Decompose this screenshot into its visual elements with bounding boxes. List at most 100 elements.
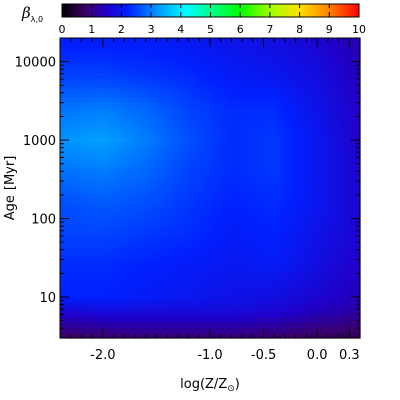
heatmap-cell: [325, 318, 331, 324]
heatmap-cell: [135, 133, 141, 139]
heatmap-cell: [175, 168, 181, 174]
heatmap-cell: [105, 208, 111, 214]
heatmap-cell: [185, 53, 191, 59]
heatmap-cell: [355, 193, 361, 199]
heatmap-cell: [140, 193, 146, 199]
heatmap-cell: [310, 193, 316, 199]
heatmap-cell: [155, 303, 161, 309]
heatmap-cell: [115, 133, 121, 139]
heatmap-cell: [260, 73, 266, 79]
heatmap-cell: [350, 298, 356, 304]
heatmap-cell: [355, 153, 361, 159]
heatmap-cell: [160, 58, 166, 64]
heatmap-cell: [115, 273, 121, 279]
heatmap-cell: [150, 268, 156, 274]
heatmap-cell: [350, 293, 356, 299]
heatmap-cell: [300, 63, 306, 69]
heatmap-cell: [215, 213, 221, 219]
heatmap-cell: [245, 283, 251, 289]
heatmap-cell: [255, 298, 261, 304]
heatmap-cell: [270, 58, 276, 64]
heatmap-cell: [60, 208, 66, 214]
heatmap-cell: [225, 73, 231, 79]
heatmap-cell: [160, 63, 166, 69]
heatmap-cell: [110, 188, 116, 194]
heatmap-cell: [165, 273, 171, 279]
heatmap-cell: [160, 103, 166, 109]
heatmap-cell: [335, 43, 341, 49]
heatmap-cell: [215, 218, 221, 224]
heatmap-cell: [155, 238, 161, 244]
heatmap-cell: [245, 203, 251, 209]
heatmap-cell: [135, 213, 141, 219]
heatmap-cell: [165, 278, 171, 284]
heatmap-cell: [75, 218, 81, 224]
heatmap-cell: [345, 58, 351, 64]
heatmap-cell: [145, 198, 151, 204]
heatmap-cell: [335, 158, 341, 164]
heatmap-cell: [215, 103, 221, 109]
heatmap-cell: [245, 193, 251, 199]
heatmap-cell: [120, 123, 126, 129]
heatmap-cell: [95, 278, 101, 284]
heatmap-cell: [250, 68, 256, 74]
heatmap-cell: [230, 153, 236, 159]
heatmap-cell: [280, 218, 286, 224]
heatmap-cell: [120, 53, 126, 59]
heatmap-cell: [265, 233, 271, 239]
heatmap-cell: [70, 333, 76, 339]
heatmap-cell: [60, 93, 66, 99]
heatmap-cell: [115, 138, 121, 144]
heatmap-cell: [245, 178, 251, 184]
heatmap-cell: [235, 43, 241, 49]
heatmap-cell: [175, 48, 181, 54]
heatmap-cell: [305, 233, 311, 239]
heatmap-cell: [225, 243, 231, 249]
heatmap-cell: [250, 228, 256, 234]
heatmap-cell: [245, 153, 251, 159]
heatmap-cell: [215, 133, 221, 139]
heatmap-cell: [300, 278, 306, 284]
heatmap-cell: [75, 283, 81, 289]
heatmap-cell: [145, 48, 151, 54]
heatmap-cell: [60, 108, 66, 114]
heatmap-cell: [285, 63, 291, 69]
heatmap-cell: [310, 143, 316, 149]
heatmap-cell: [195, 248, 201, 254]
heatmap-cell: [70, 308, 76, 314]
heatmap-cell: [85, 68, 91, 74]
heatmap-cell: [195, 73, 201, 79]
heatmap-cell: [350, 118, 356, 124]
heatmap-cell: [80, 118, 86, 124]
heatmap-cell: [140, 173, 146, 179]
heatmap-cell: [145, 203, 151, 209]
heatmap-cell: [155, 93, 161, 99]
heatmap-cell: [60, 73, 66, 79]
heatmap-cell: [80, 213, 86, 219]
heatmap-cell: [355, 283, 361, 289]
heatmap-cell: [215, 78, 221, 84]
heatmap-cell: [260, 58, 266, 64]
heatmap-cell: [245, 308, 251, 314]
heatmap-cell: [235, 58, 241, 64]
heatmap-cell: [190, 118, 196, 124]
heatmap-cell: [295, 108, 301, 114]
heatmap-cell: [225, 153, 231, 159]
heatmap-cell: [240, 243, 246, 249]
heatmap-cell: [150, 208, 156, 214]
colorbar-tick-label: 2: [118, 23, 125, 36]
heatmap-cell: [180, 183, 186, 189]
heatmap-cell: [295, 148, 301, 154]
heatmap-cell: [280, 308, 286, 314]
heatmap-cell: [345, 38, 351, 44]
heatmap-cell: [140, 143, 146, 149]
heatmap-cell: [165, 318, 171, 324]
heatmap-cell: [220, 98, 226, 104]
heatmap-cell: [185, 238, 191, 244]
heatmap-cell: [310, 173, 316, 179]
heatmap-cell: [320, 73, 326, 79]
heatmap-cell: [345, 138, 351, 144]
heatmap-cell: [90, 103, 96, 109]
heatmap-cell: [85, 38, 91, 44]
heatmap-cell: [175, 263, 181, 269]
